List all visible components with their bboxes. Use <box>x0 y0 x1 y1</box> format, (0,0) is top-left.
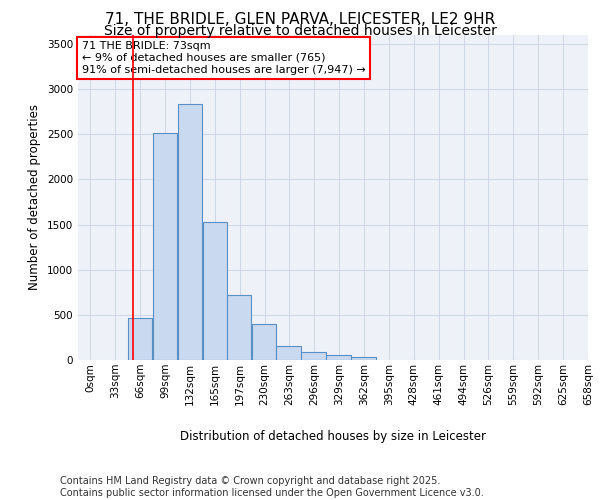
Bar <box>227 295 251 360</box>
Bar <box>153 132 178 360</box>
Text: 71 THE BRIDLE: 73sqm
← 9% of detached houses are smaller (765)
91% of semi-detac: 71 THE BRIDLE: 73sqm ← 9% of detached ho… <box>82 42 365 74</box>
Text: 71, THE BRIDLE, GLEN PARVA, LEICESTER, LE2 9HR: 71, THE BRIDLE, GLEN PARVA, LEICESTER, L… <box>105 12 495 28</box>
Bar <box>301 352 326 360</box>
Bar <box>251 324 276 360</box>
Bar <box>178 104 202 360</box>
Bar <box>128 318 152 360</box>
Text: Distribution of detached houses by size in Leicester: Distribution of detached houses by size … <box>180 430 486 443</box>
Text: Size of property relative to detached houses in Leicester: Size of property relative to detached ho… <box>104 24 496 38</box>
Text: Contains HM Land Registry data © Crown copyright and database right 2025.
Contai: Contains HM Land Registry data © Crown c… <box>60 476 484 498</box>
Bar <box>351 358 376 360</box>
Bar <box>277 346 301 360</box>
Y-axis label: Number of detached properties: Number of detached properties <box>28 104 41 290</box>
Bar <box>203 222 227 360</box>
Bar <box>326 355 351 360</box>
